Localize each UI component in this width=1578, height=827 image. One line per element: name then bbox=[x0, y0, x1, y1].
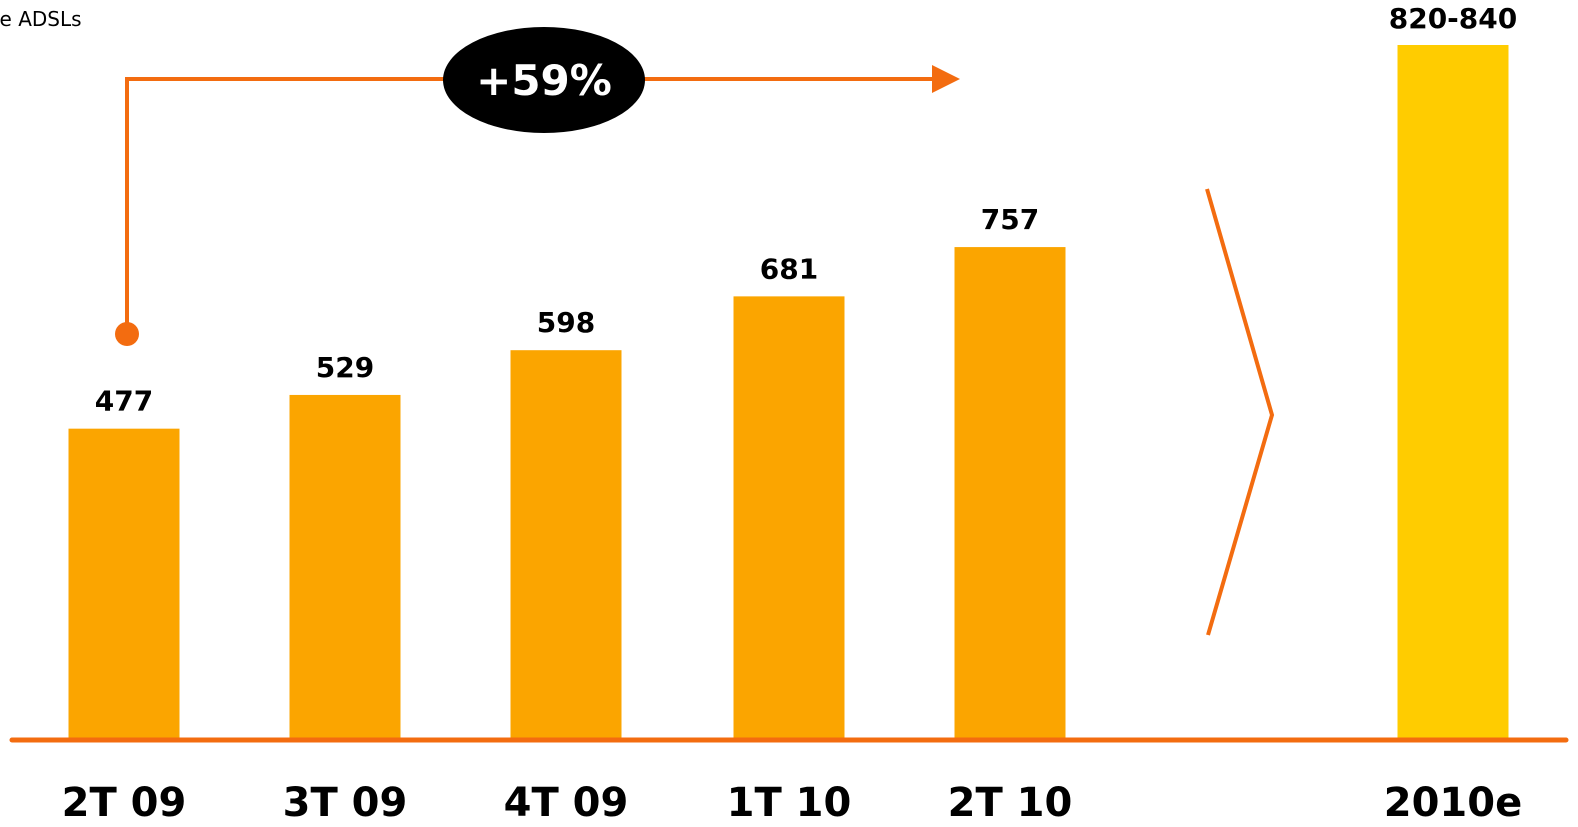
category-label: 2T 09 bbox=[62, 780, 187, 826]
value-label: 598 bbox=[537, 306, 595, 339]
value-label: 757 bbox=[981, 203, 1039, 236]
bars-group bbox=[68, 45, 1509, 738]
value-label: 529 bbox=[316, 351, 374, 384]
bar-1t-10 bbox=[733, 296, 845, 738]
growth-value-label: +59% bbox=[476, 56, 612, 105]
bar-2t-10 bbox=[954, 247, 1066, 738]
bar-3t-09 bbox=[289, 394, 401, 738]
category-label: 2010e bbox=[1384, 780, 1522, 826]
bar-4t-09 bbox=[510, 350, 622, 738]
growth-connector-line bbox=[125, 77, 934, 334]
category-label: 2T 10 bbox=[948, 780, 1073, 826]
bar-2t-09 bbox=[68, 428, 180, 738]
value-label: 681 bbox=[760, 252, 818, 285]
category-label: 3T 09 bbox=[283, 780, 408, 826]
forecast-separator-chevron bbox=[1205, 188, 1275, 636]
value-label: 477 bbox=[95, 385, 153, 418]
chart-partial-label: le ADSLs bbox=[0, 7, 82, 31]
growth-start-dot bbox=[115, 322, 139, 346]
growth-annotation: +59% bbox=[115, 27, 960, 346]
bar-2010e bbox=[1397, 45, 1509, 738]
category-label: 1T 10 bbox=[727, 780, 852, 826]
category-labels-group: 2T 09 3T 09 4T 09 1T 10 2T 10 2010e bbox=[62, 780, 1523, 826]
growth-arrowhead bbox=[932, 65, 960, 93]
growth-bubble bbox=[443, 27, 645, 133]
category-label: 4T 09 bbox=[504, 780, 629, 826]
value-label: 820-840 bbox=[1389, 2, 1518, 35]
value-labels-group: 477 529 598 681 757 820-840 bbox=[95, 2, 1517, 418]
